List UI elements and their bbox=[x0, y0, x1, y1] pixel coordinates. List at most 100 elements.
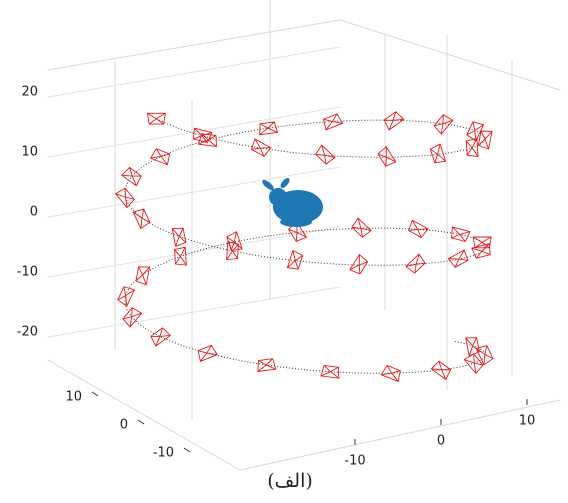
bunny-head bbox=[269, 188, 287, 206]
camera bbox=[466, 121, 485, 142]
camera-frustum bbox=[250, 138, 272, 157]
camera-frustum bbox=[349, 253, 369, 275]
camera bbox=[323, 113, 344, 131]
z-tick-label: 10 bbox=[21, 145, 38, 160]
camera bbox=[451, 226, 471, 243]
camera bbox=[146, 112, 166, 125]
camera-frustum bbox=[132, 208, 151, 230]
camera-frustum bbox=[286, 249, 304, 270]
camera bbox=[383, 111, 405, 131]
x-tick bbox=[91, 391, 99, 397]
camera bbox=[135, 266, 151, 286]
camera bbox=[463, 353, 484, 375]
camera bbox=[250, 138, 272, 157]
camera bbox=[320, 364, 340, 379]
camera-frustum bbox=[463, 353, 484, 375]
camera bbox=[286, 249, 304, 270]
camera-frustum bbox=[146, 112, 166, 125]
box-frame bbox=[47, 0, 561, 471]
camera bbox=[171, 227, 187, 247]
camera bbox=[257, 358, 277, 372]
z-tick-label: 0 bbox=[30, 205, 38, 220]
camera-frustum bbox=[477, 130, 493, 150]
camera bbox=[117, 286, 136, 307]
camera-frustum bbox=[465, 137, 479, 157]
camera bbox=[408, 219, 429, 239]
point-cloud bbox=[262, 178, 323, 227]
z-tick-label: 20 bbox=[21, 85, 38, 100]
camera bbox=[472, 236, 492, 249]
trajectory bbox=[114, 111, 494, 383]
camera-frustum bbox=[226, 231, 243, 252]
camera bbox=[351, 217, 372, 238]
camera bbox=[198, 133, 217, 147]
camera bbox=[380, 364, 401, 383]
camera bbox=[377, 146, 397, 167]
x-tick bbox=[183, 447, 191, 453]
camera bbox=[465, 137, 479, 157]
y-tick-label: 10 bbox=[519, 414, 536, 429]
camera-frustum bbox=[408, 219, 429, 239]
camera-frustum bbox=[383, 111, 405, 131]
camera-frustum bbox=[377, 146, 397, 167]
camera bbox=[174, 246, 187, 266]
x-tick-label: 0 bbox=[120, 418, 128, 433]
camera-frustum bbox=[472, 236, 492, 249]
camera-frustum bbox=[149, 148, 171, 166]
grid-line bbox=[47, 286, 341, 338]
camera-frustum bbox=[430, 360, 452, 381]
camera bbox=[193, 127, 213, 144]
camera-frustum bbox=[429, 143, 447, 164]
camera-frustum bbox=[174, 246, 187, 266]
camera bbox=[122, 307, 143, 328]
camera bbox=[447, 249, 469, 268]
camera bbox=[477, 130, 493, 150]
bunny-ear bbox=[262, 179, 274, 191]
camera-frustum bbox=[447, 249, 469, 268]
camera-frustum bbox=[259, 121, 279, 136]
x-tick-label: 10 bbox=[65, 390, 82, 405]
camera bbox=[405, 253, 426, 274]
camera-frustum bbox=[121, 166, 142, 187]
camera-frustum bbox=[197, 344, 218, 362]
z-tick-label: -20 bbox=[17, 325, 38, 340]
x-tick-label: -10 bbox=[153, 446, 174, 461]
camera-frustum bbox=[465, 337, 480, 357]
camera-frustum bbox=[198, 133, 217, 147]
camera bbox=[433, 114, 454, 135]
camera-frustum bbox=[323, 113, 344, 131]
y-tick-label: 0 bbox=[437, 434, 445, 449]
camera bbox=[226, 231, 243, 252]
grid-line bbox=[47, 166, 341, 218]
camera-frustum bbox=[433, 114, 454, 135]
grid-line bbox=[47, 226, 341, 278]
camera bbox=[121, 166, 142, 187]
camera-frustum bbox=[315, 144, 336, 165]
camera bbox=[114, 187, 135, 209]
camera-frustum bbox=[193, 127, 213, 144]
grid bbox=[47, 46, 341, 338]
y-tick-label: -10 bbox=[344, 454, 365, 469]
camera-frustum bbox=[135, 266, 151, 286]
camera-frustum bbox=[257, 358, 277, 372]
camera-frustum bbox=[380, 364, 401, 383]
camera bbox=[465, 337, 480, 357]
camera bbox=[349, 253, 369, 275]
camera-frustum bbox=[466, 121, 485, 142]
grid-line bbox=[47, 46, 341, 98]
camera-frustum bbox=[171, 227, 187, 247]
z-tick-label: -10 bbox=[17, 265, 38, 280]
camera-frustum bbox=[122, 307, 143, 328]
caption: (الف) bbox=[267, 470, 313, 492]
axes: -20 -10 0 10 20 -10 0 10 -10 0 10 bbox=[17, 85, 536, 469]
bunny-base bbox=[280, 217, 312, 227]
camera bbox=[150, 327, 172, 347]
camera-frustum bbox=[150, 327, 172, 347]
camera bbox=[197, 344, 218, 362]
camera bbox=[259, 121, 279, 136]
trajectory-line bbox=[124, 118, 486, 374]
camera bbox=[429, 143, 447, 164]
camera-frustum bbox=[405, 253, 426, 274]
camera bbox=[132, 208, 151, 230]
